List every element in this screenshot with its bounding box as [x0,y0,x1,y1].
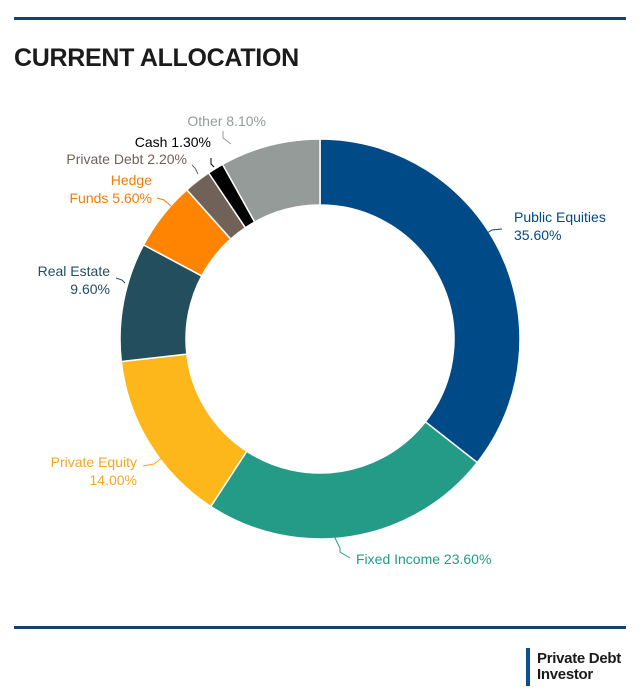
label-real-estate: Real Estate 9.60% [38,263,111,297]
logo-line-1: Private Debt [537,650,621,667]
label-cash: Cash 1.30% [135,134,211,150]
logo-line-2: Investor [537,666,593,683]
label-hedge-funds: Hedge Funds 5.60% [70,172,153,206]
slice-other [221,138,321,224]
label-fixed-income: Fixed Income 23.60% [356,551,491,567]
slice-public-equities [319,138,521,464]
slice-labels: Public Equities 35.60% Fixed Income 23.60%… [38,113,606,567]
label-private-debt: Private Debt 2.20% [66,151,187,167]
label-other: Other 8.10% [187,113,266,129]
chart-title: CURRENT ALLOCATION [14,44,299,72]
leader-other [222,131,232,145]
logo-text: Private Debt Investor [537,648,621,686]
bottom-rule [14,626,626,629]
leader-public-equities [486,228,503,234]
label-private-equity: Private Equity 14.00% [51,454,137,488]
slice-fixed-income [209,420,479,540]
donut-slices [119,138,521,540]
leader-hedge-funds [156,197,172,207]
logo-bar [526,648,530,686]
label-leader-lines [115,131,503,559]
leader-cash [210,158,215,168]
leader-private-debt [191,164,199,175]
leader-fixed-income [333,535,351,559]
top-rule [14,17,626,20]
label-public-equities: Public Equities 35.60% [514,209,606,243]
leader-private-equity [142,456,164,467]
leader-real-estate [115,277,126,284]
publisher-logo: Private Debt Investor [526,648,621,686]
